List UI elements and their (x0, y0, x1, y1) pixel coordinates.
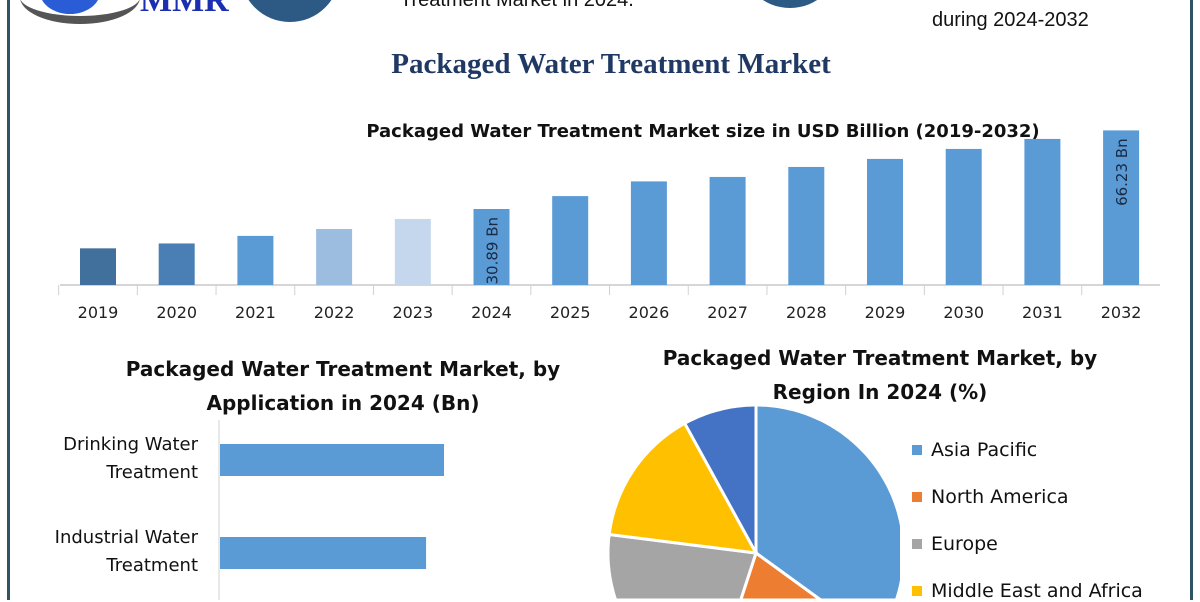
pie-legend: Asia Pacific North America Europe Middle… (912, 439, 1143, 602)
legend-label: Asia Pacific (931, 439, 1038, 461)
bar-2024 (473, 209, 510, 285)
application-chart-title: Packaged Water Treatment Market, by Appl… (125, 357, 561, 415)
pie-slice-middle-east-and-africa (607, 421, 759, 555)
x-tick-label: 2031 (1022, 303, 1063, 322)
logo-text: MMR (140, 0, 229, 19)
bar-2021 (237, 235, 274, 285)
application-bar-chart (218, 420, 444, 600)
bar-2028 (788, 166, 825, 285)
bar-2029 (867, 158, 903, 285)
header-caption-right: during 2024-2032 (932, 9, 1089, 31)
bar-2032 (1103, 130, 1140, 285)
x-tick-label: 2032 (1101, 303, 1142, 322)
x-tick-label: 2026 (629, 303, 670, 322)
pie-slice-asia-pacific (754, 403, 900, 600)
bar-2023 (394, 218, 431, 285)
hbar-label: Industrial Water Treatment (54, 527, 198, 576)
market-size-bar-chart: 2019 2020 2021 2022 2023 2024 30.89 Bn 2025 2026… (58, 130, 1160, 322)
bar-2019 (80, 248, 116, 285)
x-tick-label: 2024 (471, 303, 512, 322)
region-chart-title: Packaged Water Treatment Market, by Regi… (662, 346, 1098, 404)
bar-2030 (945, 148, 982, 285)
legend-item-middle-east-africa: Middle East and Africa (912, 580, 1143, 602)
legend-label: Europe (931, 533, 998, 555)
legend-swatch (912, 492, 922, 502)
data-label-2024: 30.89 Bn (484, 217, 502, 285)
legend-swatch (912, 586, 922, 596)
bar-2020 (158, 243, 195, 285)
x-tick-label: 2020 (156, 303, 197, 322)
legend-item-asia-pacific: Asia Pacific (912, 439, 1143, 461)
bar-2022 (316, 228, 353, 285)
hbar-0 (220, 444, 444, 476)
x-tick-label: 2029 (865, 303, 906, 322)
logo-swoosh-icon (20, 0, 140, 24)
x-tick-label: 2025 (550, 303, 591, 322)
region-pie-chart (606, 403, 900, 600)
bar-2031 (1024, 138, 1061, 285)
bar-chart-title: Packaged Water Treatment Market size in … (366, 121, 1040, 142)
header-caption-center: Treatment Market in 2024. (400, 0, 634, 11)
x-tick-label: 2021 (235, 303, 276, 322)
frame-border-left (7, 0, 10, 600)
x-tick-label: 2028 (786, 303, 827, 322)
x-tick-label: 2019 (78, 303, 119, 322)
legend-swatch (912, 445, 922, 455)
x-tick-label: 2022 (314, 303, 355, 322)
pie-slice-south-america (682, 403, 758, 554)
hbar-label: Drinking Water Treatment (63, 434, 198, 483)
data-label-2032: 66.23 Bn (1113, 138, 1131, 206)
x-tick-label: 2030 (943, 303, 984, 322)
legend-label: Middle East and Africa (931, 580, 1143, 602)
page-title: Packaged Water Treatment Market (391, 48, 831, 80)
bar-2027 (709, 176, 746, 285)
hbar-1 (220, 537, 427, 569)
legend-item-europe: Europe (912, 533, 1143, 555)
legend-swatch (912, 539, 922, 549)
header-circle-icon (740, 0, 840, 8)
legend-label: North America (931, 486, 1069, 508)
x-tick-label: 2023 (392, 303, 433, 322)
bar-2026 (630, 181, 667, 285)
logo-globe-icon (40, 0, 100, 14)
frame-border-right (1190, 0, 1193, 600)
legend-item-north-america: North America (912, 486, 1143, 508)
x-tick-label: 2027 (707, 303, 748, 322)
bar-2025 (552, 196, 589, 285)
pie-slice-europe (606, 532, 758, 600)
